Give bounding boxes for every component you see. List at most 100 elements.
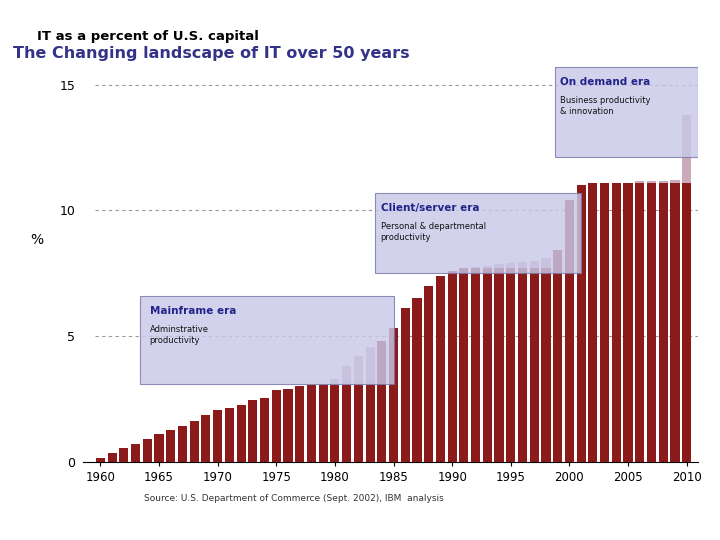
- Bar: [553, 251, 562, 462]
- Bar: [577, 185, 585, 462]
- Bar: [624, 183, 633, 462]
- Bar: [483, 266, 492, 462]
- Bar: [155, 434, 163, 462]
- Bar: [389, 328, 398, 462]
- Bar: [659, 183, 667, 462]
- Bar: [448, 271, 456, 462]
- Bar: [271, 390, 281, 462]
- Bar: [354, 385, 363, 462]
- Bar: [330, 385, 339, 462]
- Bar: [271, 390, 281, 462]
- Bar: [225, 408, 234, 462]
- Bar: [401, 308, 410, 462]
- Bar: [682, 114, 691, 462]
- Bar: [588, 183, 598, 462]
- Bar: [577, 185, 585, 462]
- Bar: [647, 183, 656, 462]
- Bar: [342, 385, 351, 462]
- Bar: [107, 453, 117, 462]
- Bar: [237, 405, 246, 462]
- Bar: [202, 415, 210, 462]
- Bar: [635, 183, 644, 462]
- Bar: [530, 261, 539, 462]
- Text: 16: 16: [13, 522, 27, 532]
- Bar: [518, 268, 527, 462]
- Bar: [401, 308, 410, 462]
- Bar: [155, 434, 163, 462]
- Bar: [366, 347, 374, 462]
- Bar: [565, 200, 574, 462]
- Bar: [612, 183, 621, 462]
- Bar: [624, 183, 633, 462]
- Bar: [424, 286, 433, 462]
- Bar: [225, 408, 234, 462]
- Text: Source: U.S. Department of Commerce (Sept. 2002), IBM  analysis: Source: U.S. Department of Commerce (Sep…: [144, 494, 444, 503]
- Bar: [483, 268, 492, 462]
- Bar: [424, 286, 433, 462]
- Bar: [319, 385, 328, 462]
- Bar: [518, 262, 527, 462]
- Bar: [143, 439, 152, 462]
- Bar: [459, 268, 469, 462]
- Bar: [389, 328, 398, 462]
- Bar: [96, 458, 105, 462]
- Bar: [495, 264, 503, 462]
- Bar: [107, 453, 117, 462]
- Bar: [495, 268, 503, 462]
- Bar: [178, 427, 187, 462]
- Bar: [541, 268, 551, 462]
- Bar: [131, 444, 140, 462]
- Bar: [588, 183, 598, 462]
- Bar: [178, 427, 187, 462]
- Text: Personal & departmental
productivity: Personal & departmental productivity: [381, 221, 486, 242]
- Bar: [413, 298, 421, 462]
- Bar: [166, 430, 175, 462]
- Bar: [612, 183, 621, 462]
- Bar: [295, 386, 305, 462]
- Bar: [600, 183, 609, 462]
- Bar: [377, 341, 387, 462]
- Bar: [120, 448, 128, 462]
- Bar: [541, 258, 551, 462]
- Bar: [354, 356, 363, 462]
- Text: Client/server era: Client/server era: [381, 202, 479, 213]
- Bar: [670, 180, 680, 462]
- FancyBboxPatch shape: [375, 193, 581, 273]
- Bar: [284, 389, 292, 462]
- Bar: [553, 251, 562, 462]
- Bar: [189, 421, 199, 462]
- Bar: [471, 268, 480, 462]
- Bar: [565, 200, 574, 462]
- Bar: [319, 384, 328, 462]
- Bar: [377, 341, 387, 462]
- Bar: [237, 405, 246, 462]
- Bar: [682, 183, 691, 462]
- Bar: [600, 183, 609, 462]
- Bar: [131, 444, 140, 462]
- Bar: [307, 385, 316, 462]
- Bar: [189, 421, 199, 462]
- Bar: [213, 410, 222, 462]
- Bar: [213, 410, 222, 462]
- Bar: [260, 397, 269, 462]
- Bar: [143, 439, 152, 462]
- Bar: [436, 275, 445, 462]
- Bar: [635, 181, 644, 462]
- Bar: [436, 275, 445, 462]
- Bar: [459, 268, 469, 462]
- FancyBboxPatch shape: [555, 67, 698, 158]
- Text: On demand era: On demand era: [560, 77, 650, 87]
- Bar: [659, 181, 667, 462]
- Bar: [670, 183, 680, 462]
- Bar: [506, 263, 516, 462]
- Bar: [248, 400, 257, 462]
- Bar: [330, 379, 339, 462]
- Text: Business productivity
& innovation: Business productivity & innovation: [560, 96, 651, 116]
- FancyBboxPatch shape: [140, 296, 394, 384]
- Bar: [530, 268, 539, 462]
- Bar: [96, 458, 105, 462]
- Text: Adminstrative
productivity: Adminstrative productivity: [150, 325, 209, 345]
- Bar: [647, 181, 656, 462]
- Text: IT as a percent of U.S. capital: IT as a percent of U.S. capital: [37, 30, 258, 43]
- Bar: [413, 298, 421, 462]
